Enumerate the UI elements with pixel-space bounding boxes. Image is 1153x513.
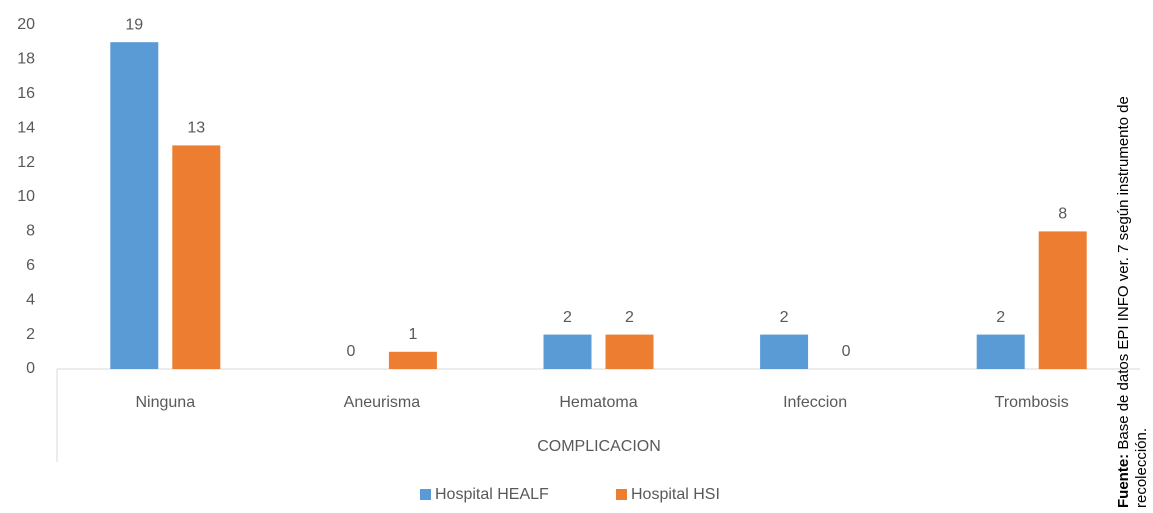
x-tick-label: Aneurisma — [344, 394, 421, 411]
x-tick-label: Trombosis — [995, 394, 1069, 411]
y-tick-label: 14 — [17, 119, 35, 136]
y-tick-label: 16 — [17, 85, 35, 102]
data-label: 2 — [563, 309, 572, 326]
x-axis-label: COMPLICACION — [537, 438, 661, 455]
data-label: 2 — [780, 309, 789, 326]
y-tick-label: 6 — [26, 257, 35, 274]
source-label: Fuente: — [1115, 454, 1132, 508]
y-tick-label: 4 — [26, 291, 35, 308]
bar — [543, 334, 592, 369]
legend-swatch — [420, 489, 431, 500]
bar — [1038, 231, 1087, 369]
bar — [605, 334, 654, 369]
y-tick-label: 12 — [17, 154, 35, 171]
data-label: 8 — [1058, 206, 1067, 223]
legend-label: Hospital HSI — [631, 486, 720, 503]
bar — [976, 334, 1025, 369]
data-label: 19 — [125, 16, 143, 33]
y-tick-label: 0 — [26, 360, 35, 377]
legend-swatch — [616, 489, 627, 500]
data-label: 13 — [187, 120, 205, 137]
bar — [760, 334, 809, 369]
y-tick-label: 18 — [17, 51, 35, 68]
source-note: Fuente: Base de datos EPI INFO ver. 7 se… — [1115, 96, 1132, 508]
y-tick-label: 20 — [17, 16, 35, 33]
x-tick-label: Hematoma — [559, 394, 637, 411]
source-line: Base de datos EPI INFO ver. 7 según inst… — [1115, 96, 1132, 450]
data-label: 2 — [625, 309, 634, 326]
data-label: 1 — [408, 326, 417, 343]
x-tick-label: Infeccion — [783, 394, 847, 411]
data-label: 2 — [996, 309, 1005, 326]
legend-label: Hospital HEALF — [435, 486, 549, 503]
y-tick-label: 8 — [26, 223, 35, 240]
y-tick-label: 2 — [26, 326, 35, 343]
bar — [110, 42, 159, 369]
y-tick-label: 10 — [17, 188, 35, 205]
bar — [172, 145, 221, 369]
bar — [388, 351, 437, 369]
data-label: 0 — [346, 343, 355, 360]
x-tick-label: Ninguna — [135, 394, 195, 411]
source-line: recolección. — [1133, 428, 1150, 508]
data-label: 0 — [842, 343, 851, 360]
